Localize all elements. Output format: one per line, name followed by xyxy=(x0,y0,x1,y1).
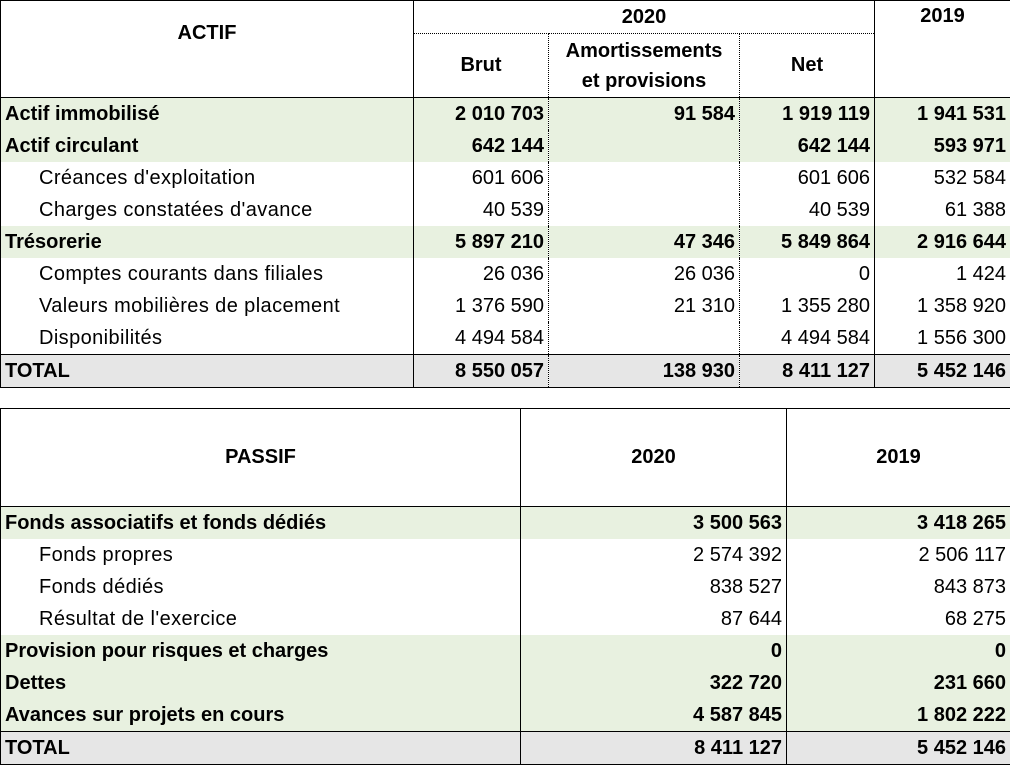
total-prev: 5 452 146 xyxy=(786,731,1010,765)
actif-col-brut: Brut xyxy=(413,33,549,98)
cell-current: 838 527 xyxy=(520,571,787,603)
cell-prev: 61 388 xyxy=(944,198,1007,221)
cell-brut: 642 144 xyxy=(413,130,549,162)
cell-prev: 2 916 644 xyxy=(874,226,1010,258)
cell-prev: 0 xyxy=(786,635,1010,667)
row-label: Valeurs mobilières de placement xyxy=(0,290,414,322)
cell-net: 5 849 864 xyxy=(739,226,876,258)
total-amort: 138 930 xyxy=(548,354,740,388)
cell-prev: 532 584 xyxy=(933,166,1007,189)
cell-net: 601 606 xyxy=(739,162,876,194)
cell-prev: 1 358 920 xyxy=(917,294,1007,317)
cell-prev: 1 802 222 xyxy=(786,699,1010,732)
actif-table: ACTIF 2020 2019 Brut Amortissements et p… xyxy=(0,0,1010,388)
cell-brut: 1 376 590 xyxy=(413,290,549,322)
cell-brut: 40 539 xyxy=(413,194,549,226)
cell-amort: 21 310 xyxy=(548,290,740,322)
total-net: 8 411 127 xyxy=(739,354,876,388)
cell-net: 4 494 584 xyxy=(739,322,876,355)
table-row: Charges constatées d'avance 40 539 40 53… xyxy=(0,194,1010,226)
table-row: Trésorerie 5 897 210 47 346 5 849 864 2 … xyxy=(0,226,1010,258)
table-row: Fonds dédiés 838 527 843 873 xyxy=(0,571,1010,603)
cell-brut: 4 494 584 xyxy=(413,322,549,355)
actif-year-current-header: 2020 xyxy=(413,0,876,34)
total-row: TOTAL 8 411 127 5 452 146 xyxy=(0,731,1010,765)
cell-current: 0 xyxy=(520,635,787,667)
row-label: Actif immobilisé xyxy=(0,97,414,130)
table-row: Valeurs mobilières de placement 1 376 59… xyxy=(0,290,1010,322)
table-row: Provision pour risques et charges 0 0 xyxy=(0,635,1010,667)
table-row: Créances d'exploitation 601 606 601 606 … xyxy=(0,162,1010,194)
cell-net: 1 919 119 xyxy=(739,97,876,130)
table-row: Disponibilités 4 494 584 4 494 584 1 556… xyxy=(0,322,1010,355)
cell-prev: 843 873 xyxy=(933,575,1006,598)
row-label: Trésorerie xyxy=(0,226,414,258)
cell-amort: 91 584 xyxy=(548,97,740,130)
actif-year-previous-header: 2019 xyxy=(874,0,1010,98)
passif-table: PASSIF 2020 2019 Fonds associatifs et fo… xyxy=(0,408,1010,765)
cell-brut: 2 010 703 xyxy=(413,97,549,130)
cell-current: 2 574 392 xyxy=(520,539,787,571)
total-row: TOTAL 8 550 057 138 930 8 411 127 5 452 … xyxy=(0,354,1010,388)
row-label: Disponibilités xyxy=(0,322,414,355)
total-current: 8 411 127 xyxy=(520,731,787,765)
actif-header: ACTIF xyxy=(0,0,414,98)
cell-current: 322 720 xyxy=(520,667,787,699)
row-label: Actif circulant xyxy=(0,130,414,162)
cell-current: 87 644 xyxy=(520,603,787,635)
passif-year-previous-header: 2019 xyxy=(786,408,1010,507)
row-label: Provision pour risques et charges xyxy=(0,635,521,667)
cell-amort xyxy=(548,162,740,194)
cell-brut: 26 036 xyxy=(413,258,549,290)
cell-prev: 1 424 xyxy=(955,262,1007,285)
table-row: Actif immobilisé 2 010 703 91 584 1 919 … xyxy=(0,97,1010,130)
cell-amort: 47 346 xyxy=(548,226,740,258)
passif-year-current-header: 2020 xyxy=(520,408,787,507)
actif-col-amortissements: Amortissements et provisions xyxy=(548,33,740,98)
row-label: Charges constatées d'avance xyxy=(0,194,414,226)
cell-amort xyxy=(548,130,740,162)
total-prev: 5 452 146 xyxy=(874,354,1010,388)
cell-prev: 2 506 117 xyxy=(918,543,1007,566)
row-label: Fonds dédiés xyxy=(0,571,521,603)
cell-prev: 231 660 xyxy=(786,667,1010,699)
row-label: Fonds associatifs et fonds dédiés xyxy=(0,506,521,539)
table-row: Actif circulant 642 144 642 144 593 971 xyxy=(0,130,1010,162)
cell-prev: 1 941 531 xyxy=(874,97,1010,130)
cell-prev: 68 275 xyxy=(944,607,1006,630)
cell-prev: 1 556 300 xyxy=(917,326,1007,349)
total-label: TOTAL xyxy=(0,731,521,765)
cell-net: 40 539 xyxy=(739,194,876,226)
table-row: Fonds associatifs et fonds dédiés 3 500 … xyxy=(0,506,1010,539)
cell-prev: 593 971 xyxy=(874,130,1010,162)
row-label: Résultat de l'exercice xyxy=(0,603,521,635)
row-label: Créances d'exploitation xyxy=(0,162,414,194)
cell-net: 0 xyxy=(739,258,876,290)
cell-prev: 3 418 265 xyxy=(786,506,1010,539)
cell-net: 642 144 xyxy=(739,130,876,162)
row-label: Comptes courants dans filiales xyxy=(0,258,414,290)
cell-current: 4 587 845 xyxy=(520,699,787,732)
cell-amort: 26 036 xyxy=(548,258,740,290)
cell-brut: 601 606 xyxy=(413,162,549,194)
table-row: Résultat de l'exercice 87 644 68 275 xyxy=(0,603,1010,635)
cell-net: 1 355 280 xyxy=(739,290,876,322)
table-row: Comptes courants dans filiales 26 036 26… xyxy=(0,258,1010,290)
row-label: Dettes xyxy=(0,667,521,699)
row-label: Fonds propres xyxy=(0,539,521,571)
table-row: Fonds propres 2 574 392 2 506 117 xyxy=(0,539,1010,571)
actif-col-net: Net xyxy=(739,33,876,98)
cell-brut: 5 897 210 xyxy=(413,226,549,258)
total-brut: 8 550 057 xyxy=(413,354,549,388)
table-row: Avances sur projets en cours 4 587 845 1… xyxy=(0,699,1010,732)
cell-current: 3 500 563 xyxy=(520,506,787,539)
cell-amort xyxy=(548,322,740,355)
total-label: TOTAL xyxy=(0,354,414,388)
actif-col-amort-line2: et provisions xyxy=(581,69,707,92)
table-row: Dettes 322 720 231 660 xyxy=(0,667,1010,699)
cell-amort xyxy=(548,194,740,226)
actif-col-amort-line1: Amortissements xyxy=(565,39,723,62)
passif-header: PASSIF xyxy=(0,408,521,507)
row-label: Avances sur projets en cours xyxy=(0,699,521,732)
